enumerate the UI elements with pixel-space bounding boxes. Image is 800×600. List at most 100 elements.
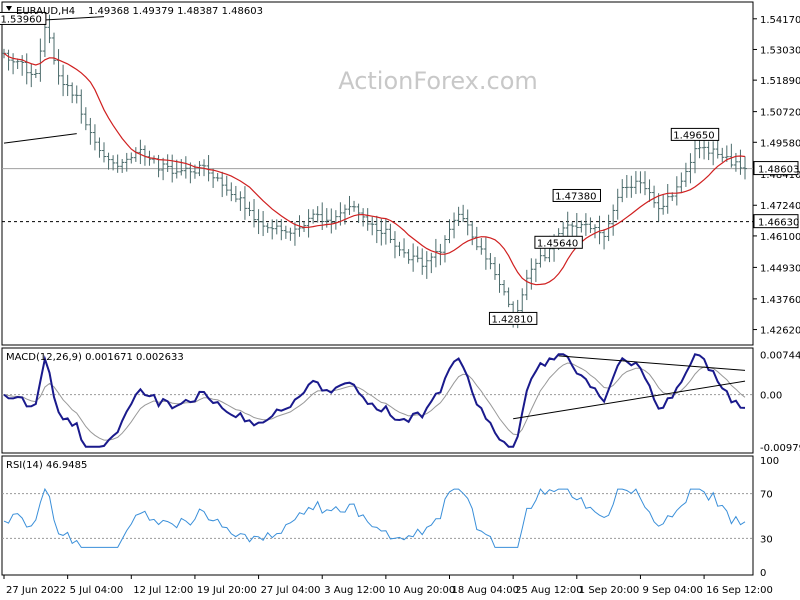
price-bar <box>688 153 693 184</box>
price-annotation-label: 1.49650 <box>673 130 714 141</box>
time-tick-label: 27 Jun 2022 <box>6 585 66 596</box>
price-bar <box>283 225 288 239</box>
price-bar <box>79 89 84 124</box>
price-bar <box>588 217 593 233</box>
macd-tick-label: 0.00 <box>760 391 782 402</box>
price-bar <box>315 206 320 223</box>
price-bar <box>333 210 338 230</box>
rsi-indicator: 100 70 30 0 <box>2 456 779 579</box>
price-bar <box>674 176 679 206</box>
price-bar <box>6 49 11 71</box>
price-bar <box>265 222 270 233</box>
price-bar <box>433 238 438 268</box>
price-bar <box>356 203 361 223</box>
price-bar <box>488 253 493 270</box>
price-tick-label: 1.48410 <box>760 170 800 181</box>
price-bar <box>402 238 407 258</box>
price-bar <box>361 208 366 227</box>
price-bar <box>174 159 179 179</box>
price-bar <box>352 200 357 212</box>
price-bar <box>429 252 434 274</box>
price-bar <box>483 237 488 270</box>
price-annotation-label: 1.47380 <box>555 191 596 202</box>
price-bar <box>97 137 102 158</box>
price-bar <box>138 139 143 165</box>
price-bar <box>52 32 57 65</box>
price-bar <box>579 220 584 233</box>
price-bar <box>542 247 547 262</box>
price-panel-frame <box>1 1 754 346</box>
price-tick-label: 1.53030 <box>760 45 800 56</box>
price-bar <box>302 221 307 233</box>
price-bar <box>447 219 452 244</box>
price-bar <box>629 175 634 198</box>
price-bar <box>456 206 461 226</box>
price-bar <box>479 238 484 255</box>
price-bar <box>406 249 411 264</box>
price-tick-label: 1.43760 <box>760 295 800 306</box>
price-bar <box>252 199 257 228</box>
price-annotation-label: 1.45640 <box>537 238 578 249</box>
time-tick-label: 5 Jul 04:00 <box>70 585 124 596</box>
price-annotation-box <box>670 127 720 141</box>
price-bar <box>520 288 525 315</box>
chart-header-ohlc: 1.49368 1.49379 1.48387 1.48603 <box>88 6 263 17</box>
price-bar <box>415 246 420 263</box>
price-bar <box>665 183 670 214</box>
price-bar <box>442 235 447 263</box>
price-bar <box>292 222 297 246</box>
price-bar <box>329 208 334 234</box>
price-bar <box>211 168 216 188</box>
price-bar <box>624 175 629 198</box>
price-bar <box>61 64 66 97</box>
price-bar <box>111 155 116 171</box>
price-bar <box>611 204 616 236</box>
price-annotation-box <box>0 11 47 25</box>
price-bar <box>524 269 529 301</box>
price-bar <box>383 218 388 245</box>
macd-trendline-lower <box>513 380 746 420</box>
current-price-box <box>753 161 799 176</box>
price-bar <box>647 179 652 202</box>
rsi-tick-label: 30 <box>760 534 773 545</box>
price-annotation-box <box>534 235 583 249</box>
price-bar <box>129 152 134 164</box>
price-bar <box>656 193 661 222</box>
time-tick-label: 12 Jul 12:00 <box>133 585 193 596</box>
price-bar <box>365 208 370 231</box>
time-tick-label: 16 Sep 12:00 <box>706 585 773 596</box>
price-bar <box>247 201 252 217</box>
price-bar <box>347 195 352 215</box>
chart-header-symbol: EURAUD,H4 <box>16 6 75 17</box>
price-bar <box>615 188 620 220</box>
price-bar <box>83 107 88 131</box>
macd-label: MACD(12,26,9) 0.001671 0.002633 <box>6 352 184 363</box>
price-bar <box>33 68 38 79</box>
price-bar <box>115 154 120 173</box>
price-bar <box>592 224 597 239</box>
price-bar <box>306 209 311 238</box>
price-bar <box>220 171 225 198</box>
price-bar <box>188 162 193 184</box>
price-bar <box>492 257 497 280</box>
price-bar <box>102 142 107 163</box>
price-bar <box>288 227 293 241</box>
price-bar <box>65 74 70 97</box>
macd-signal-line <box>3 362 746 441</box>
price-tick-label: 1.54170 <box>760 15 800 26</box>
time-tick-label: 27 Jul 04:00 <box>261 585 321 596</box>
support-price-label: 1.46630 <box>758 218 799 229</box>
price-bar <box>215 172 220 182</box>
price-bar <box>706 141 711 161</box>
price-bar <box>92 124 97 151</box>
price-bar <box>29 63 34 88</box>
price-bar <box>70 82 75 104</box>
rsi-tick-label: 0 <box>760 568 766 579</box>
rsi-tick-label: 100 <box>760 456 779 467</box>
moving-average-line <box>3 52 746 286</box>
price-tick-label: 1.51890 <box>760 76 800 87</box>
time-tick-label: 19 Jul 20:00 <box>197 585 257 596</box>
time-tick-label: 9 Sep 04:00 <box>642 585 702 596</box>
price-bar <box>270 219 275 240</box>
